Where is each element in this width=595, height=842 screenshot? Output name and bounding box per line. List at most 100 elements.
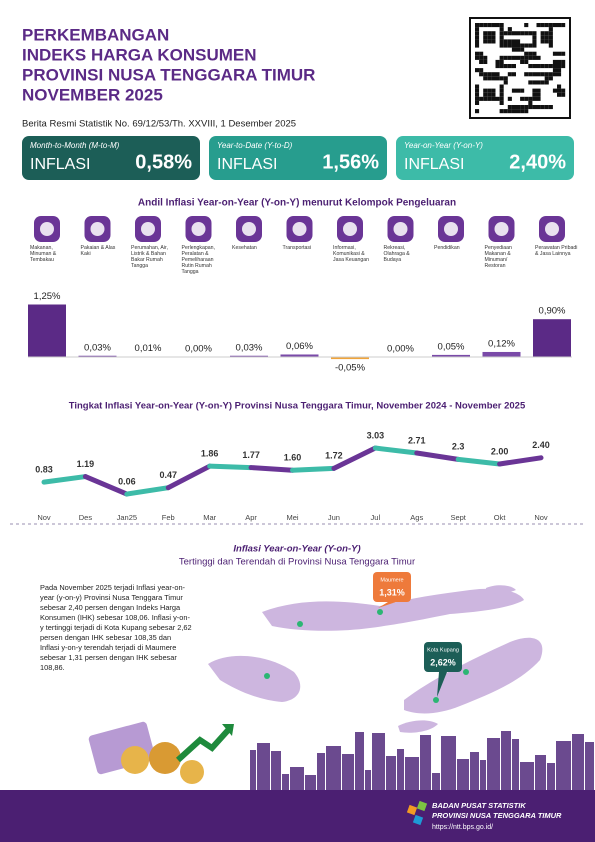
qr-cell: [491, 35, 496, 40]
building: [257, 743, 270, 790]
building: [271, 751, 281, 790]
qr-cell: [511, 64, 516, 69]
x-tick-label: Nov: [534, 513, 548, 522]
qr-cell: [532, 72, 537, 77]
qr-cell: [520, 96, 525, 101]
category-label: Pendidikan: [434, 245, 460, 251]
qr-cell: [548, 76, 553, 81]
value-label: 0.06: [118, 476, 136, 486]
coin: [149, 742, 181, 774]
qr-cell: [499, 23, 504, 28]
qr-cell: [499, 100, 504, 105]
qr-cell: [503, 80, 508, 85]
callout-pointer: [437, 672, 447, 697]
qr-cell: [552, 64, 557, 69]
qr-cell: [516, 47, 521, 52]
qr-cell: [544, 72, 549, 77]
qr-cell: [495, 72, 500, 77]
coin: [180, 760, 204, 784]
qr-cell: [524, 72, 529, 77]
qr-cell: [516, 105, 521, 110]
qr-cell: [532, 105, 537, 110]
qr-cell: [475, 88, 480, 93]
qr-cell: [479, 23, 484, 28]
callout-pointer: [378, 602, 396, 608]
qr-cell: [536, 80, 541, 85]
line-segment: [124, 485, 171, 497]
callout: [373, 572, 411, 602]
value-label: 2.3: [452, 442, 465, 452]
qr-cell: [487, 72, 492, 77]
qr-cell: [487, 35, 492, 40]
qr-cell: [503, 76, 508, 81]
building: [326, 746, 341, 790]
qr-cell: [528, 64, 533, 69]
qr-cell: [532, 31, 537, 36]
qr-cell: [495, 64, 500, 69]
qr-cell: [479, 68, 484, 73]
qr-cell: [557, 23, 562, 28]
icon: [90, 222, 105, 236]
qr-cell: [532, 64, 537, 69]
bar: [78, 355, 117, 357]
qr-cell: [536, 55, 541, 60]
card: [22, 136, 200, 180]
building: [342, 754, 354, 790]
qr-cell: [528, 31, 533, 36]
callout-value: 1,31%: [379, 587, 405, 597]
subtitle: Berita Resmi Statistik No. 69/12/53/Th. …: [22, 119, 296, 130]
bar: [432, 354, 470, 357]
qr-cell: [483, 96, 488, 101]
building: [470, 752, 479, 790]
qr-cell: [483, 35, 488, 40]
line-segment: [207, 463, 254, 471]
callout: [424, 642, 462, 672]
callout-value: 2,62%: [430, 657, 456, 667]
island-alor: [486, 585, 516, 594]
icon: [242, 222, 256, 236]
qr-cell: [503, 31, 508, 36]
qr-cell: [499, 55, 504, 60]
qr-cell: [548, 27, 553, 32]
building: [250, 750, 256, 790]
qr-cell: [487, 39, 492, 44]
qr-cell: [475, 109, 480, 114]
qr-cell: [475, 84, 480, 89]
value-label: 0,06%: [286, 341, 313, 352]
card-label: INFLASI: [217, 156, 277, 173]
line-segment: [165, 463, 213, 491]
map: [208, 585, 543, 733]
icon: [141, 222, 155, 236]
qr-cell: [487, 76, 492, 81]
qr-cell: [479, 51, 484, 56]
qr-cell: [487, 31, 492, 36]
qr-cell: [516, 31, 521, 36]
qr-cell: [536, 23, 541, 28]
category-label: Perumahan, Air, Listrik & Bahan Bakar Ru…: [131, 245, 168, 269]
qr-cell: [552, 51, 557, 56]
footer-org: BADAN PUSAT STATISTIK: [432, 801, 526, 810]
building: [317, 753, 325, 790]
qr-cell: [491, 88, 496, 93]
qr-cell: [499, 31, 504, 36]
qr-cell: [499, 43, 504, 48]
qr-cell: [532, 39, 537, 44]
value-label: 0,00%: [387, 344, 414, 355]
arrow-head: [222, 724, 234, 736]
card-label: INFLASI: [30, 156, 90, 173]
qr-cell: [544, 64, 549, 69]
qr-cell: [524, 109, 529, 114]
island-timor: [404, 637, 543, 714]
icon: [545, 222, 559, 236]
island-sumba: [208, 655, 301, 702]
qr-cell: [524, 55, 529, 60]
footer-province: PROVINSI NUSA TENGGARA TIMUR: [432, 811, 562, 820]
qr-cell: [495, 23, 500, 28]
qr-cell: [520, 59, 525, 64]
qr-cell: [475, 68, 480, 73]
qr-cell: [557, 84, 562, 89]
qr-cell: [552, 23, 557, 28]
qr-cell: [499, 59, 504, 64]
qr-cell: [511, 88, 516, 93]
x-tick-label: Mar: [203, 513, 216, 522]
